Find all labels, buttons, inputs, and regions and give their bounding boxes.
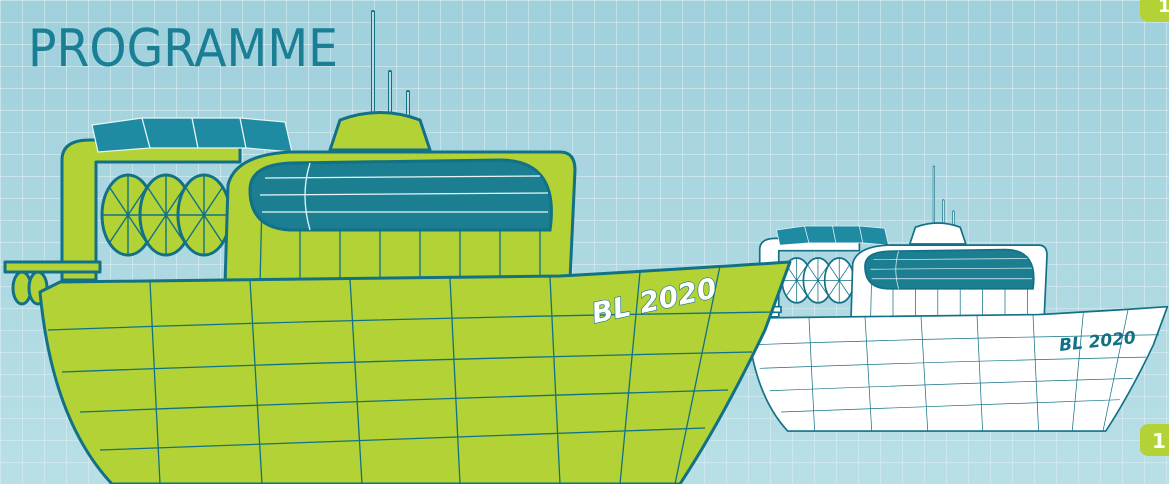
badge	[1140, 0, 1169, 22]
badge-label: 1	[1158, 0, 1169, 17]
badge	[1140, 424, 1169, 456]
badge-label: 1	[1152, 429, 1166, 453]
page-title: PROGRAMME	[28, 19, 338, 79]
